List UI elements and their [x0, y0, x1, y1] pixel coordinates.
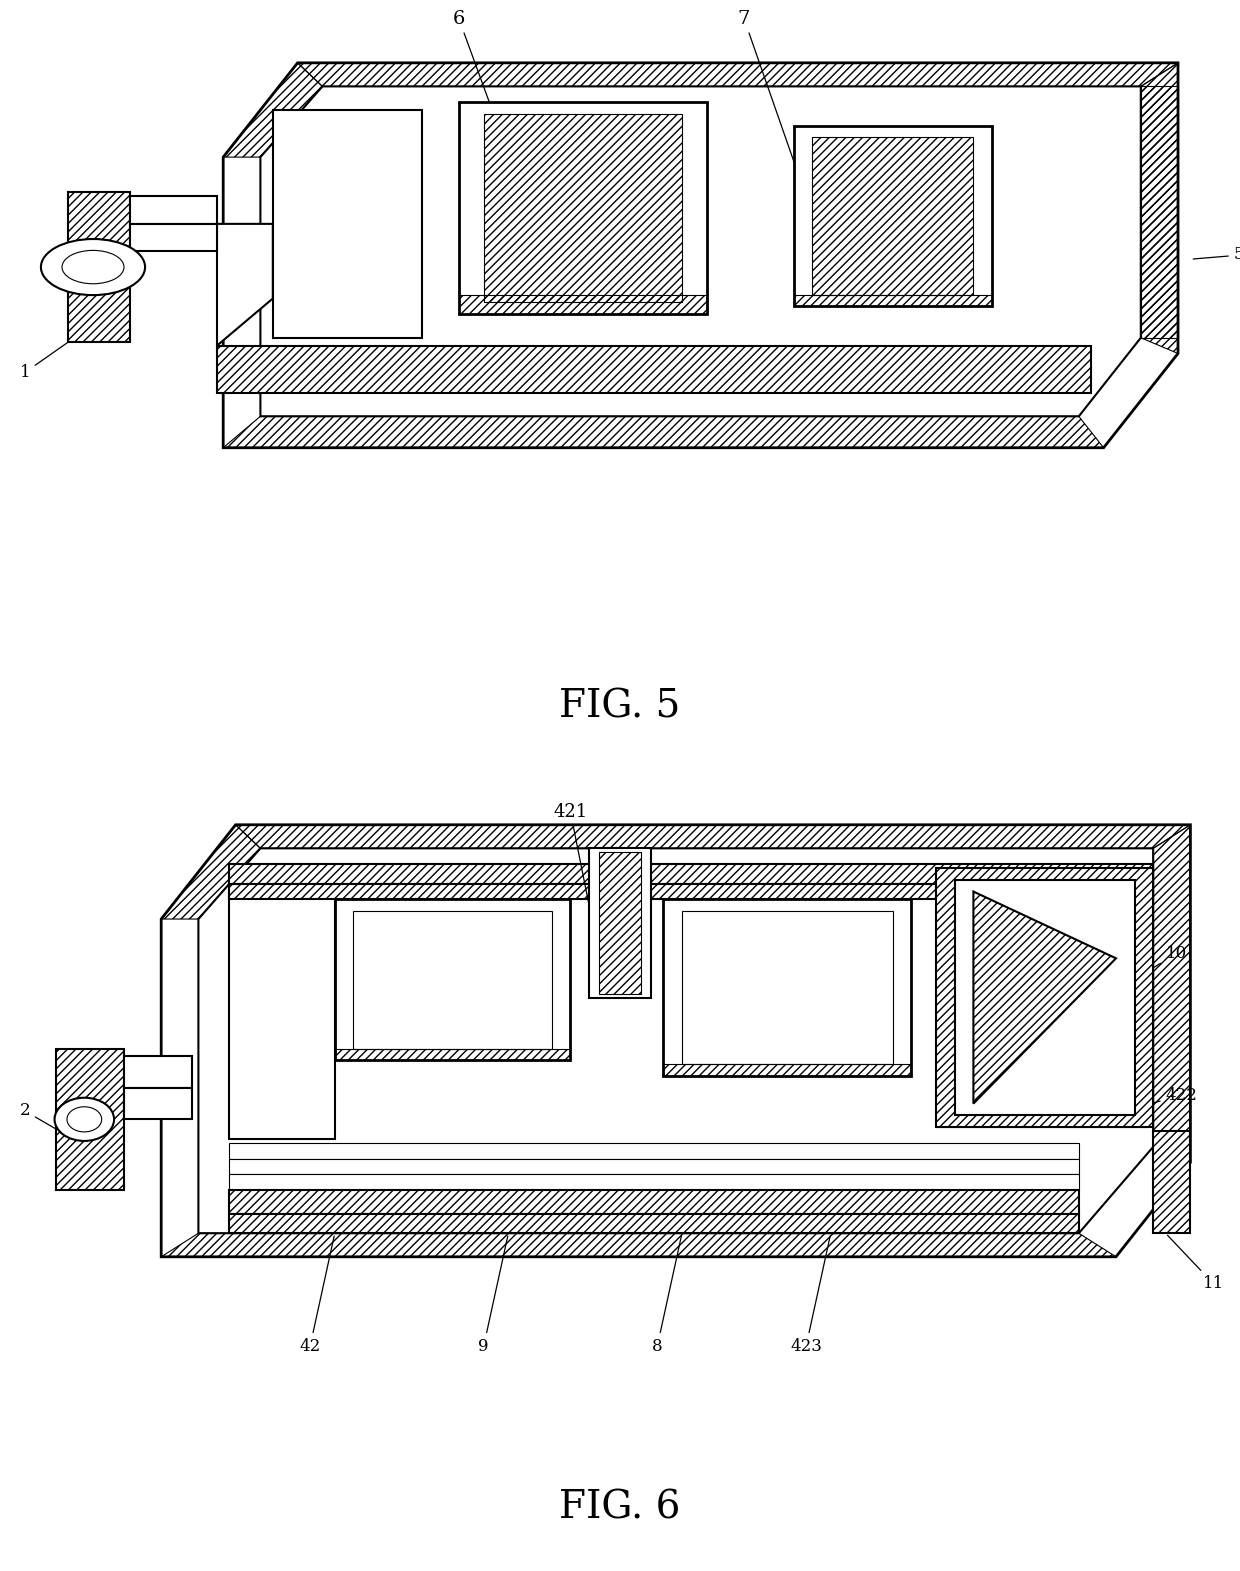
Text: 9: 9 — [479, 1236, 508, 1356]
Polygon shape — [459, 102, 707, 314]
Text: 2: 2 — [20, 1103, 84, 1145]
Polygon shape — [484, 115, 682, 303]
Polygon shape — [794, 126, 992, 306]
Polygon shape — [589, 848, 651, 998]
Polygon shape — [229, 1159, 1079, 1175]
Ellipse shape — [67, 1108, 102, 1131]
Text: 10: 10 — [1094, 946, 1187, 1004]
Ellipse shape — [41, 239, 145, 295]
Text: 421: 421 — [553, 803, 608, 994]
Polygon shape — [229, 883, 1153, 899]
Polygon shape — [217, 225, 273, 346]
Text: FIG. 5: FIG. 5 — [559, 688, 681, 726]
Polygon shape — [273, 110, 422, 338]
Polygon shape — [130, 225, 217, 251]
Polygon shape — [229, 1144, 1079, 1159]
Polygon shape — [198, 848, 1153, 1233]
Text: 11: 11 — [1168, 1235, 1224, 1293]
Polygon shape — [229, 880, 335, 1139]
Polygon shape — [663, 899, 911, 1076]
Text: 42: 42 — [299, 1236, 335, 1356]
Polygon shape — [955, 880, 1135, 1115]
Polygon shape — [56, 1049, 124, 1191]
Polygon shape — [223, 63, 1178, 448]
Polygon shape — [130, 196, 217, 225]
Text: 7: 7 — [738, 9, 805, 193]
Polygon shape — [599, 851, 641, 994]
Polygon shape — [124, 1056, 192, 1089]
Polygon shape — [68, 193, 130, 342]
Text: 1: 1 — [20, 339, 72, 382]
Polygon shape — [217, 346, 1091, 393]
Polygon shape — [335, 899, 570, 1060]
Text: 6: 6 — [453, 9, 520, 185]
Polygon shape — [124, 1089, 192, 1119]
Ellipse shape — [55, 1098, 114, 1141]
Polygon shape — [936, 867, 1153, 1128]
Polygon shape — [682, 911, 893, 1065]
Polygon shape — [812, 138, 973, 295]
Text: 422: 422 — [1081, 1087, 1198, 1123]
Polygon shape — [1153, 1131, 1190, 1233]
Ellipse shape — [62, 250, 124, 284]
Polygon shape — [229, 1213, 1079, 1233]
Polygon shape — [229, 1191, 1079, 1213]
Text: 8: 8 — [652, 1236, 682, 1356]
Polygon shape — [229, 864, 1153, 883]
Polygon shape — [973, 892, 1116, 1103]
Text: FIG. 6: FIG. 6 — [559, 1489, 681, 1527]
Polygon shape — [260, 86, 1141, 416]
Text: 52: 52 — [1193, 247, 1240, 264]
Polygon shape — [229, 1175, 1079, 1191]
Text: 423: 423 — [790, 1236, 831, 1356]
Polygon shape — [353, 911, 552, 1049]
Polygon shape — [161, 825, 1190, 1257]
